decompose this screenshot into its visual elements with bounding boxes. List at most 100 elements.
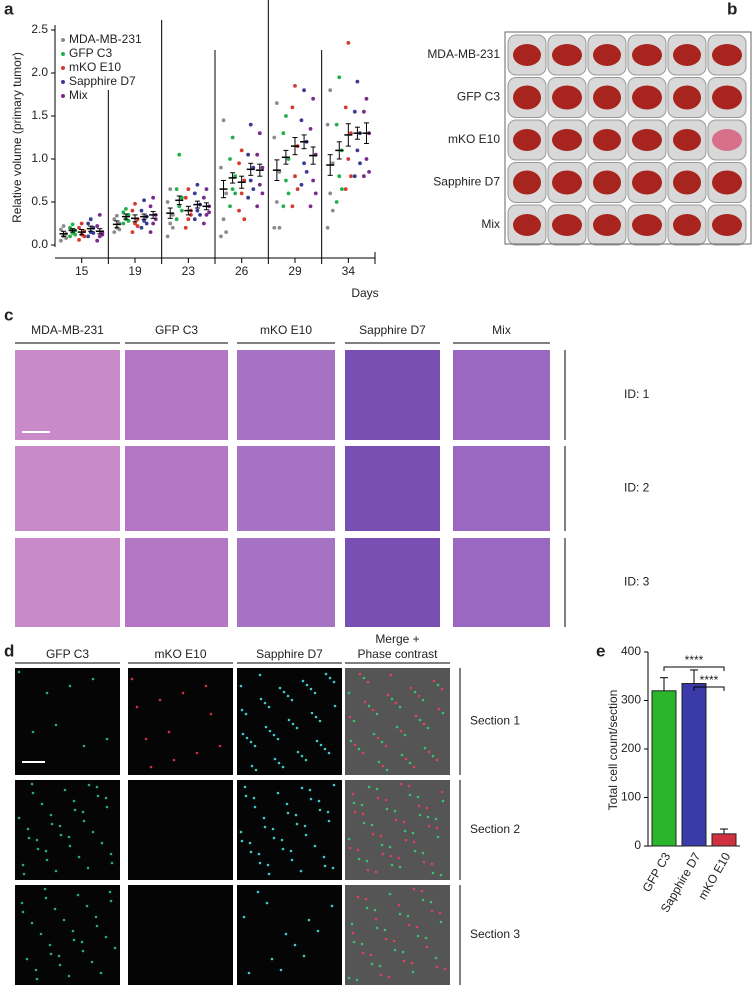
cell [418, 718, 422, 722]
data-point [177, 204, 182, 209]
y-tick-label: 400 [621, 644, 641, 658]
cell [105, 805, 109, 809]
cell [259, 697, 263, 701]
cell [435, 965, 439, 969]
tumor [593, 214, 621, 236]
cell [262, 816, 266, 820]
data-point [367, 170, 371, 174]
data-point [233, 191, 238, 196]
y-tick-label: 1.5 [31, 108, 48, 122]
cell [239, 830, 243, 834]
cell [21, 910, 25, 914]
he-image [345, 446, 440, 531]
row-label: ID: 3 [624, 575, 650, 589]
cell [80, 940, 84, 944]
cell [356, 848, 360, 852]
cell [352, 940, 356, 944]
cell [348, 715, 352, 719]
row-label: GFP C3 [457, 90, 500, 104]
data-point [59, 227, 63, 232]
cell [258, 673, 262, 677]
cell [358, 672, 362, 676]
cell [399, 782, 403, 786]
cell [309, 797, 313, 801]
data-point [86, 234, 91, 239]
data-point [224, 230, 229, 235]
data-point [242, 178, 247, 183]
data-point [290, 105, 295, 110]
panel-letter: a [4, 0, 14, 18]
data-point [293, 84, 297, 88]
row-label: ID: 1 [624, 387, 650, 401]
cell [435, 826, 439, 830]
cell [381, 764, 385, 768]
cell [381, 852, 385, 856]
fluorescence-image [15, 885, 120, 985]
tumor [632, 129, 662, 151]
cell [247, 971, 251, 975]
cell [439, 873, 443, 877]
tumor [673, 85, 701, 110]
cell [245, 736, 249, 740]
tumor [552, 44, 582, 66]
cell [369, 953, 373, 957]
row-label: Mix [481, 217, 500, 231]
cell [27, 836, 31, 840]
tumor [513, 44, 541, 66]
fluorescence-image [15, 780, 120, 880]
he-image [453, 446, 550, 531]
he-image [15, 446, 120, 531]
cell [400, 753, 404, 757]
cell [293, 943, 297, 947]
cell [371, 832, 375, 836]
cell [67, 835, 71, 839]
data-point [88, 217, 93, 222]
cell [379, 973, 383, 977]
cell [362, 821, 366, 825]
cell [286, 811, 290, 815]
y-tick-label: 100 [621, 790, 641, 804]
cell [412, 840, 416, 844]
cell [241, 732, 245, 736]
he-image [345, 350, 440, 440]
panel-letter: e [596, 641, 605, 660]
panel-frame [504, 31, 752, 245]
y-tick-label: 2.5 [31, 22, 48, 36]
cell [412, 887, 416, 891]
data-point [355, 148, 360, 153]
tumor [673, 129, 701, 151]
data-point [139, 208, 144, 213]
cell [35, 977, 39, 981]
he-image [237, 446, 335, 531]
data-point [95, 238, 100, 243]
data-point [290, 204, 295, 209]
x-tick-label: 29 [288, 264, 302, 278]
cell [440, 687, 444, 691]
cell [374, 917, 378, 921]
legend-marker [61, 52, 65, 56]
cell [443, 967, 447, 971]
tumor [513, 85, 541, 110]
fluorescence-image [345, 780, 450, 880]
data-point [70, 222, 75, 227]
cell [252, 796, 256, 800]
cell [87, 783, 91, 787]
cell [108, 890, 112, 894]
cell [366, 868, 370, 872]
data-point [133, 221, 137, 226]
data-point [144, 221, 149, 226]
cell [272, 733, 276, 737]
data-point [168, 221, 173, 226]
tumor [673, 170, 701, 195]
data-point [130, 230, 135, 235]
cell [278, 686, 282, 690]
cell [85, 904, 89, 908]
cell [239, 684, 243, 688]
cell [360, 803, 364, 807]
data-point [68, 234, 72, 239]
data-point [328, 88, 333, 93]
cell [317, 799, 321, 803]
cell [104, 935, 108, 939]
data-point [233, 174, 238, 179]
